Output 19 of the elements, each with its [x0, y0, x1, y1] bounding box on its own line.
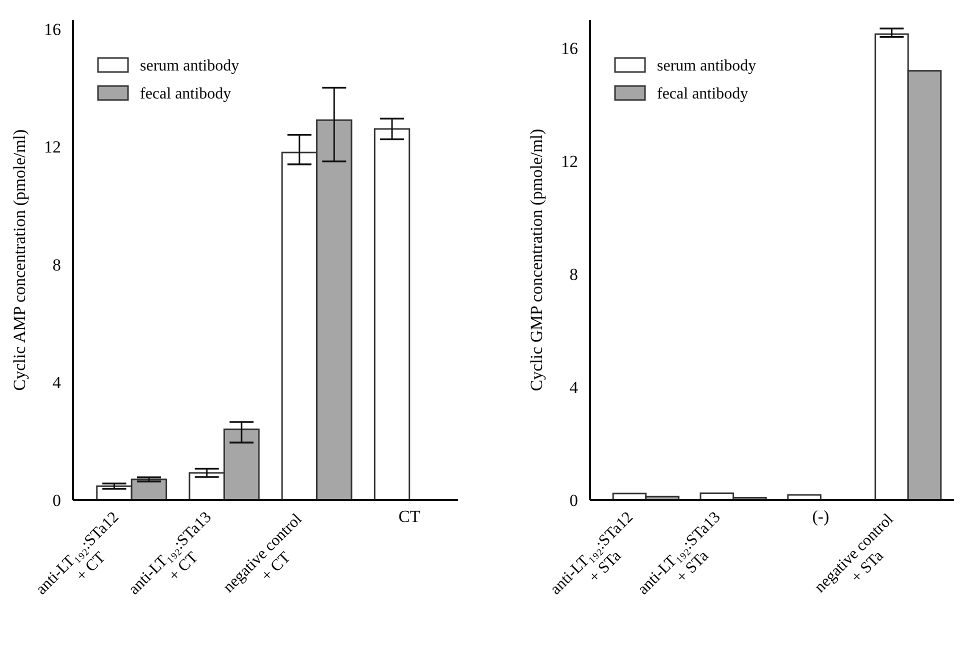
legend-label: fecal antibody: [140, 86, 232, 103]
y-tick-label: 4: [52, 373, 62, 392]
y-tick-label: 4: [570, 378, 578, 398]
x-tick-label: CT: [398, 507, 421, 526]
y-tick-label: 12: [561, 152, 578, 172]
y-tick-label: 8: [570, 265, 578, 284]
y-tick-label: 16: [44, 20, 61, 39]
y-axis-title: Cyclic GMP concentration (pmole/ml): [527, 128, 546, 392]
legend-label: serum antibody: [140, 58, 240, 75]
y-axis-title: Cyclic AMP concentration (pmole/ml): [10, 129, 29, 391]
legend-label: fecal antibody: [657, 86, 748, 103]
y-tick-label: 0: [52, 490, 61, 510]
legend-label: serum antibody: [657, 58, 756, 75]
x-tick-label: (-): [812, 507, 830, 526]
y-tick-label: 0: [570, 490, 578, 510]
y-tick-label: 12: [44, 138, 61, 157]
y-tick-label: 16: [561, 39, 578, 58]
y-tick-label: 8: [52, 255, 61, 274]
bar: [374, 128, 410, 501]
